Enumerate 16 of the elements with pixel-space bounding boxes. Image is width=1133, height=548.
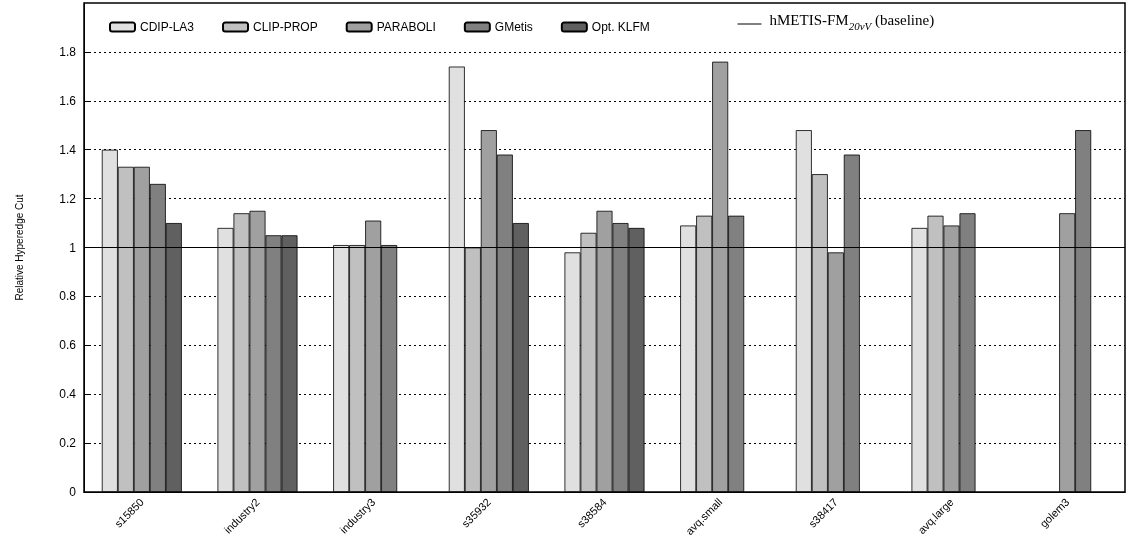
y-tick-label: 1.2 [59, 191, 77, 206]
y-tick-label: 1.4 [59, 142, 77, 157]
y-tick-label: 0.4 [59, 387, 77, 402]
legend-label: Opt. KLFM [591, 20, 650, 34]
y-tick-label: 1.6 [59, 93, 77, 108]
y-tick-label: 0 [69, 485, 77, 499]
y-tick-label: 0.8 [59, 289, 77, 304]
legend-label: PARABOLI [376, 20, 436, 34]
y-tick-label: 0.2 [59, 436, 77, 451]
y-tick-label: 1 [69, 240, 77, 255]
y-tick-label: 0.6 [59, 338, 77, 353]
legend-label: GMetis [494, 20, 533, 34]
legend-label: CDIP-LA3 [140, 20, 195, 34]
legend-label: CLIP-PROP [253, 20, 318, 34]
y-tick-label: 1.8 [59, 44, 77, 59]
y-axis-title: Relative Hyperedge Cut [13, 194, 25, 301]
